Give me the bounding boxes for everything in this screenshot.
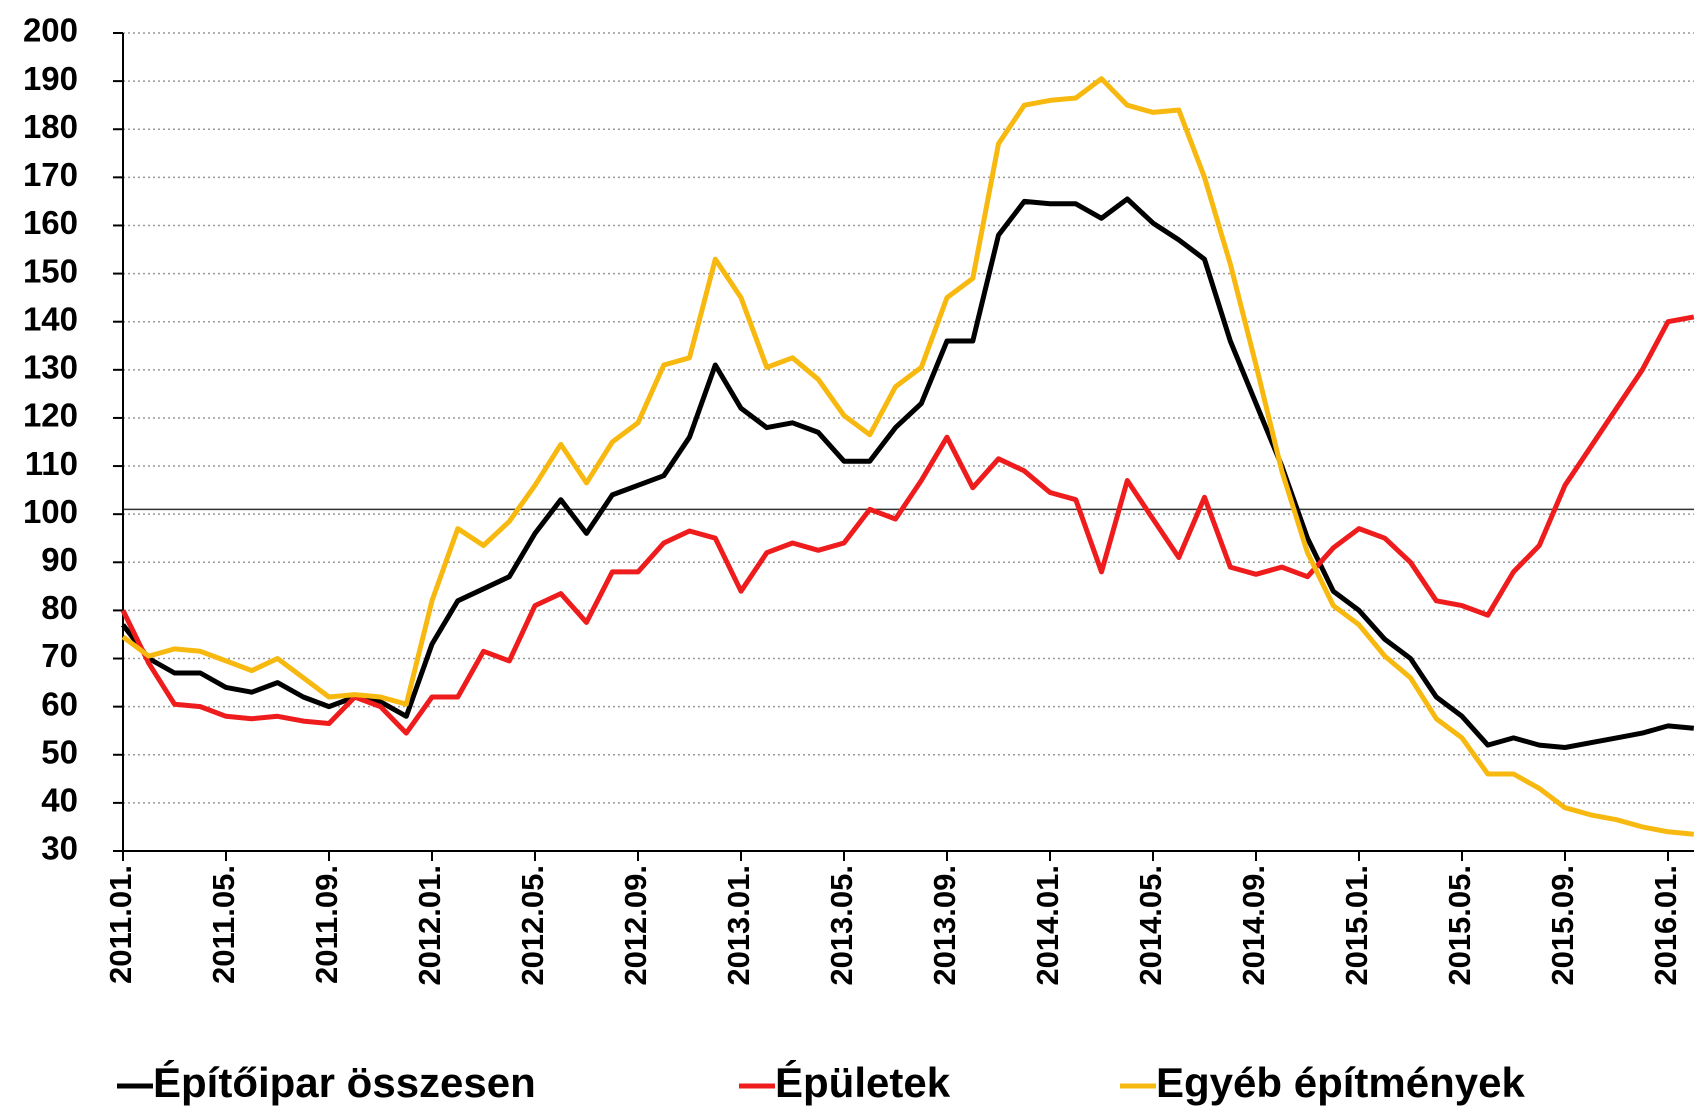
y-tick-label: 160 [23,204,78,241]
x-tick-label: 2014.01. [1030,865,1065,986]
series-line [120,314,1695,736]
x-tick-label: 2016.01. [1648,865,1683,986]
y-tick-label: 80 [41,589,78,626]
x-tick-label: 2013.05. [824,865,859,986]
legend-label: Építőipar összesen [153,1059,536,1106]
y-tick-label: 170 [23,156,78,193]
y-tick-label: 180 [23,108,78,145]
x-tick-label: 2011.01. [103,865,138,984]
y-tick-label: 200 [23,12,78,49]
y-tick-label: 70 [41,637,78,674]
y-tick-label: 100 [23,493,78,530]
x-tick-label: 2015.05. [1442,865,1477,986]
x-tick-label: 2014.09. [1236,865,1271,986]
y-tick-label: 130 [23,349,78,386]
x-tick-label: 2011.05. [206,865,241,984]
y-tick-label: 30 [41,830,78,867]
x-tick-label: 2015.09. [1545,865,1580,986]
x-tick-label: 2012.01. [412,865,447,986]
series-line [121,196,1695,750]
x-tick-label: 2012.09. [618,865,653,986]
y-tick-label: 90 [41,541,78,578]
x-tick-label: 2013.09. [927,865,962,986]
x-tick-label: 2014.05. [1133,865,1168,986]
x-tick-label: 2011.09. [309,865,344,984]
legend-label: Egyéb építmények [1156,1059,1525,1106]
y-tick-label: 140 [23,300,78,337]
x-tick-label: 2015.01. [1339,865,1374,986]
series-line [121,76,1695,837]
y-tick-label: 60 [41,685,78,722]
x-tick-label: 2012.05. [515,865,550,986]
y-tick-label: 40 [41,782,78,819]
legend-label: Épületek [775,1059,951,1106]
y-tick-label: 150 [23,252,78,289]
x-tick-label: 2013.01. [721,865,756,986]
y-tick-label: 190 [23,60,78,97]
y-tick-label: 110 [25,445,78,482]
y-tick-label: 50 [41,733,78,770]
y-tick-label: 120 [23,397,78,434]
